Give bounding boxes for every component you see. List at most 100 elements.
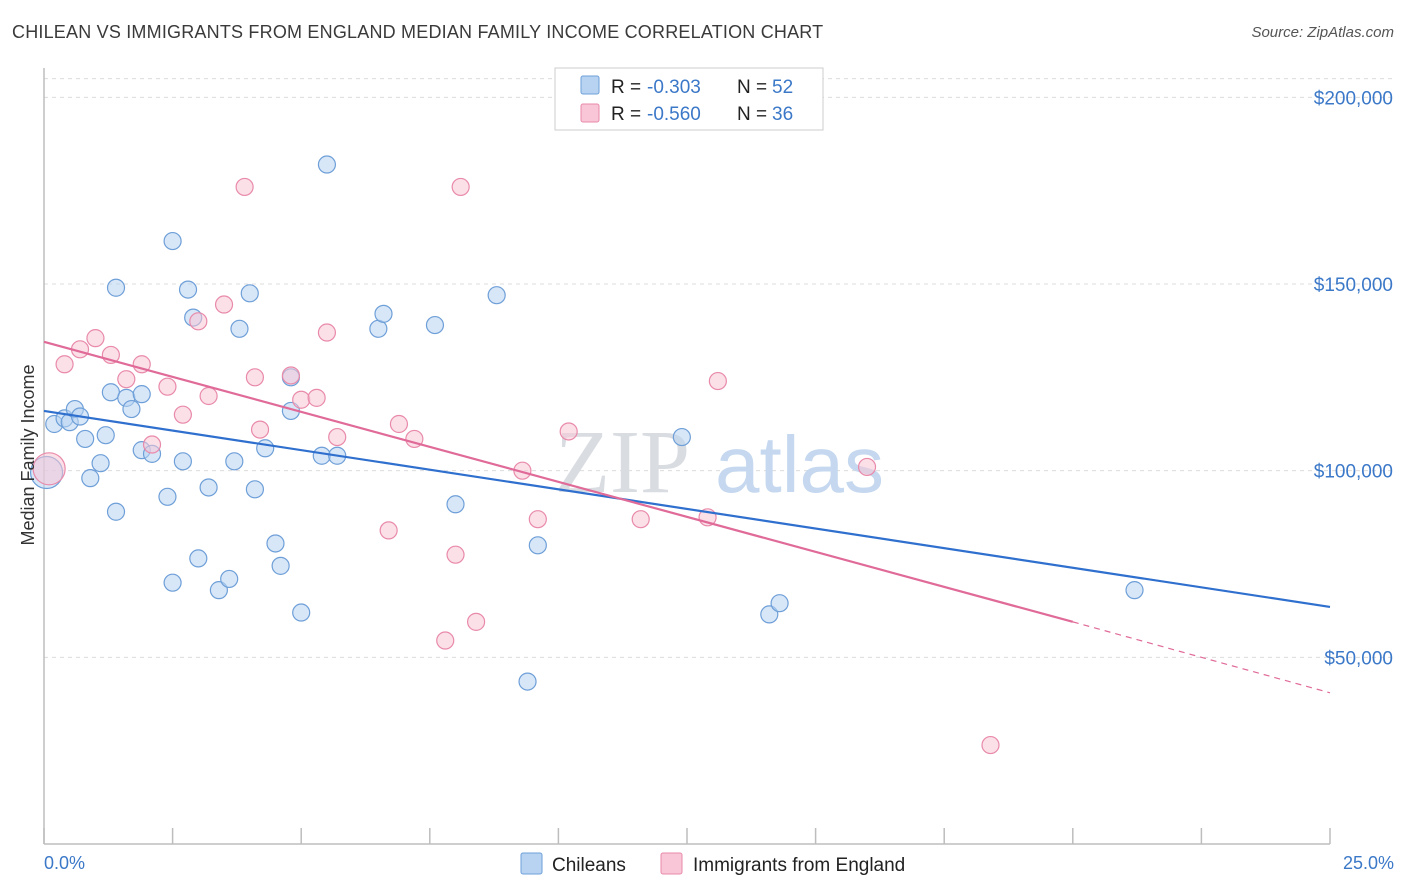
point-chileans [91, 454, 110, 473]
legend-r-label-1: R = [611, 77, 641, 98]
point-england [142, 435, 162, 454]
y-tick-label: $50,000 [1324, 648, 1393, 669]
point-england [981, 735, 1000, 755]
trend-lines [43, 340, 1331, 694]
legend-n-value-1: 52 [772, 77, 793, 98]
point-chileans [132, 385, 151, 404]
legend-n-label-2: N = [737, 104, 767, 125]
point-chileans [122, 399, 141, 419]
point-england [436, 631, 455, 650]
point-england [292, 390, 311, 409]
point-england [466, 612, 486, 631]
point-chileans [199, 478, 218, 497]
point-chileans [374, 304, 393, 323]
point-england [245, 368, 265, 387]
point-chileans [487, 286, 506, 305]
y-axis-ticks: $50,000 $100,000 $150,000 $200,000 [1314, 88, 1393, 669]
point-england [117, 370, 136, 389]
point-chileans [106, 278, 126, 297]
point-chileans [317, 155, 337, 174]
legend-r-value-1: -0.303 [647, 77, 701, 98]
y-tick-label: $200,000 [1314, 88, 1393, 109]
point-chileans [245, 480, 265, 499]
watermark-atlas: atlas [715, 420, 884, 509]
point-chileans [266, 534, 285, 553]
legend-bottom-chileans: Chileans [552, 855, 626, 876]
point-chileans [173, 452, 192, 471]
point-chileans [446, 495, 465, 514]
chart-source: Source: ZipAtlas.com [1251, 24, 1394, 41]
series-england [32, 177, 1000, 755]
point-chileans [96, 426, 115, 445]
legend-n-label-1: N = [737, 77, 767, 98]
y-tick-label: $150,000 [1314, 275, 1393, 296]
y-axis-label: Median Family Income [18, 364, 38, 545]
trend-line-england [43, 340, 1074, 623]
point-chileans [163, 231, 182, 251]
point-chileans [770, 594, 789, 613]
point-chileans [518, 672, 537, 691]
point-england [389, 414, 409, 434]
point-england [199, 386, 218, 406]
point-england [451, 177, 470, 197]
legend-swatch-chileans [580, 75, 600, 95]
legend-bottom: Chileans Immigrants from England [520, 852, 905, 876]
point-chileans [209, 581, 228, 600]
point-chileans [425, 315, 445, 335]
point-chileans [292, 603, 311, 622]
point-england [214, 295, 234, 314]
point-chileans [1125, 581, 1144, 600]
point-chileans [240, 284, 259, 303]
legend-n-value-2: 36 [772, 104, 793, 125]
point-chileans [81, 469, 100, 488]
point-england [173, 405, 192, 424]
trend-line-england-extrapolated [1072, 621, 1331, 694]
point-england [317, 323, 337, 342]
point-england [307, 388, 326, 407]
point-england [708, 371, 727, 391]
x-tick-label-max: 25.0% [1343, 853, 1394, 873]
point-chileans [178, 280, 198, 299]
point-england [328, 427, 347, 447]
grid-layer [44, 78, 1394, 658]
point-chileans [76, 429, 95, 449]
point-chileans [163, 573, 182, 592]
legend-r-value-2: -0.560 [647, 104, 701, 125]
point-england [189, 312, 208, 331]
legend-bottom-swatch-england [660, 852, 683, 875]
point-england [528, 510, 547, 529]
point-england [446, 545, 465, 564]
point-chileans [189, 549, 208, 568]
watermark: ZIP atlas [555, 413, 884, 512]
point-chileans [230, 319, 249, 338]
point-england [559, 422, 578, 441]
legend-top: R = -0.303 N = 52 R = -0.560 N = 36 [554, 67, 824, 131]
point-chileans [312, 446, 331, 465]
legend-swatch-england [580, 103, 600, 123]
trend-line-chileans [43, 409, 1331, 609]
point-chileans [760, 605, 779, 624]
point-chileans [271, 556, 290, 575]
legend-bottom-swatch-chileans [520, 852, 543, 875]
point-england [55, 355, 74, 374]
point-england [158, 377, 177, 396]
point-england [250, 420, 270, 439]
point-chileans [528, 536, 547, 555]
point-chileans [225, 452, 244, 471]
point-chileans [220, 569, 239, 589]
point-england [32, 452, 66, 486]
point-chileans [106, 502, 126, 521]
point-chileans [256, 439, 275, 458]
legend-bottom-england: Immigrants from England [693, 855, 905, 876]
point-england [86, 329, 105, 348]
point-england [281, 366, 301, 385]
point-england [235, 177, 254, 197]
y-tick-label: $100,000 [1314, 462, 1393, 483]
point-england [857, 457, 877, 477]
point-chileans [672, 427, 691, 447]
point-chileans [101, 383, 120, 402]
chart-title: CHILEAN VS IMMIGRANTS FROM ENGLAND MEDIA… [12, 22, 824, 42]
point-england [379, 521, 398, 540]
point-chileans [158, 487, 177, 506]
